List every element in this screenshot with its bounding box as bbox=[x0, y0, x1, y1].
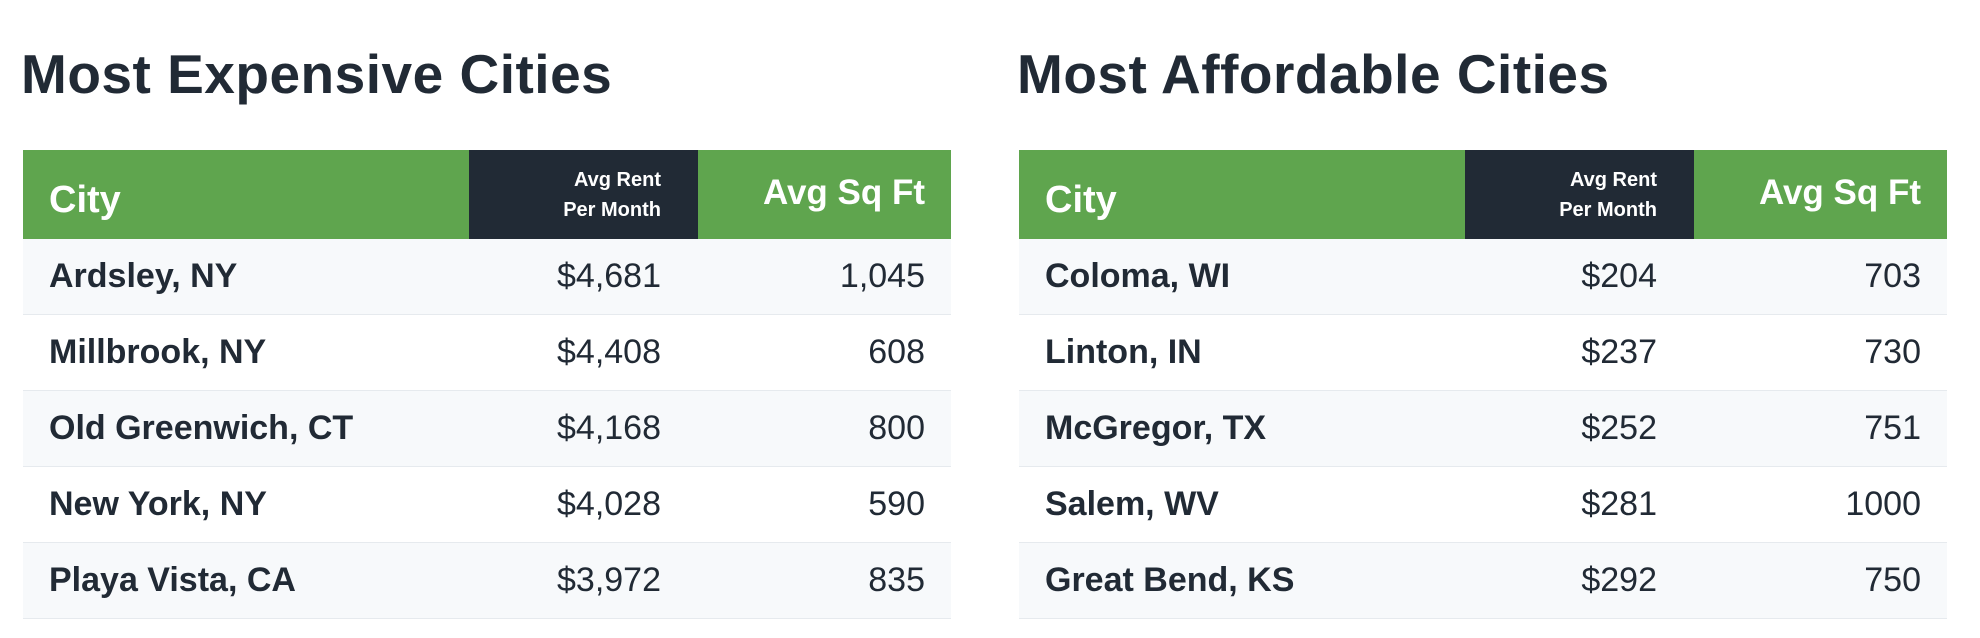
table-row: Ardsley, NY $4,681 1,045 bbox=[23, 239, 951, 315]
avg-rent-cell: $292 bbox=[1465, 542, 1694, 619]
table-row: New York, NY $4,028 590 bbox=[23, 466, 951, 543]
avg-rent-cell: $237 bbox=[1465, 314, 1694, 391]
city-cell: New York, NY bbox=[23, 466, 469, 543]
avg-rent-cell: $3,972 bbox=[469, 542, 698, 619]
avg-rent-cell: $4,408 bbox=[469, 314, 698, 391]
column-header-city: City bbox=[1019, 150, 1465, 239]
city-cell: Playa Vista, CA bbox=[23, 542, 469, 619]
city-cell: Coloma, WI bbox=[1019, 239, 1465, 315]
city-cell: Millbrook, NY bbox=[23, 314, 469, 391]
table-row: Playa Vista, CA $3,972 835 bbox=[23, 542, 951, 619]
city-cell: McGregor, TX bbox=[1019, 390, 1465, 467]
avg-rent-cell: $252 bbox=[1465, 390, 1694, 467]
avg-sqft-cell: 835 bbox=[698, 542, 951, 619]
column-header-avg-rent: Avg Rent Per Month bbox=[469, 150, 698, 239]
avg-rent-cell: $4,681 bbox=[469, 239, 698, 315]
table-row: McGregor, TX $252 751 bbox=[1019, 390, 1947, 467]
table-row: Linton, IN $237 730 bbox=[1019, 314, 1947, 391]
city-cell: Old Greenwich, CT bbox=[23, 390, 469, 467]
avg-sqft-cell: 590 bbox=[698, 466, 951, 543]
avg-sqft-cell: 1,045 bbox=[698, 239, 951, 315]
city-cell: Linton, IN bbox=[1019, 314, 1465, 391]
column-header-avg-sqft: Avg Sq Ft bbox=[698, 150, 951, 239]
avg-sqft-cell: 703 bbox=[1694, 239, 1947, 315]
avg-rent-cell: $281 bbox=[1465, 466, 1694, 543]
avg-rent-cell: $204 bbox=[1465, 239, 1694, 315]
avg-sqft-cell: 800 bbox=[698, 390, 951, 467]
table-row: Salem, WV $281 1000 bbox=[1019, 466, 1947, 543]
avg-sqft-cell: 750 bbox=[1694, 542, 1947, 619]
table-row: Old Greenwich, CT $4,168 800 bbox=[23, 390, 951, 467]
table-row: Great Bend, KS $292 750 bbox=[1019, 542, 1947, 619]
column-header-avg-rent-line2: Per Month bbox=[563, 198, 661, 221]
avg-rent-cell: $4,168 bbox=[469, 390, 698, 467]
table-row: Coloma, WI $204 703 bbox=[1019, 239, 1947, 315]
avg-sqft-cell: 730 bbox=[1694, 314, 1947, 391]
column-header-avg-rent-line2: Per Month bbox=[1559, 198, 1657, 221]
table-header-row: City Avg Rent Per Month Avg Sq Ft bbox=[23, 150, 951, 239]
table-header-row: City Avg Rent Per Month Avg Sq Ft bbox=[1019, 150, 1947, 239]
column-header-avg-rent: Avg Rent Per Month bbox=[1465, 150, 1694, 239]
avg-sqft-cell: 1000 bbox=[1694, 466, 1947, 543]
column-header-city: City bbox=[23, 150, 469, 239]
affordable-cities-title: Most Affordable Cities bbox=[1017, 43, 1610, 105]
column-header-avg-sqft: Avg Sq Ft bbox=[1694, 150, 1947, 239]
avg-rent-cell: $4,028 bbox=[469, 466, 698, 543]
column-header-avg-rent-line1: Avg Rent bbox=[1569, 168, 1657, 191]
city-cell: Ardsley, NY bbox=[23, 239, 469, 315]
column-header-avg-rent-line1: Avg Rent bbox=[573, 168, 661, 191]
expensive-cities-table: City Avg Rent Per Month Avg Sq Ft Ardsle… bbox=[23, 150, 951, 619]
expensive-cities-title: Most Expensive Cities bbox=[21, 43, 613, 105]
city-cell: Great Bend, KS bbox=[1019, 542, 1465, 619]
table-row: Millbrook, NY $4,408 608 bbox=[23, 314, 951, 391]
city-cell: Salem, WV bbox=[1019, 466, 1465, 543]
affordable-cities-table: City Avg Rent Per Month Avg Sq Ft Coloma… bbox=[1019, 150, 1947, 619]
avg-sqft-cell: 751 bbox=[1694, 390, 1947, 467]
avg-sqft-cell: 608 bbox=[698, 314, 951, 391]
